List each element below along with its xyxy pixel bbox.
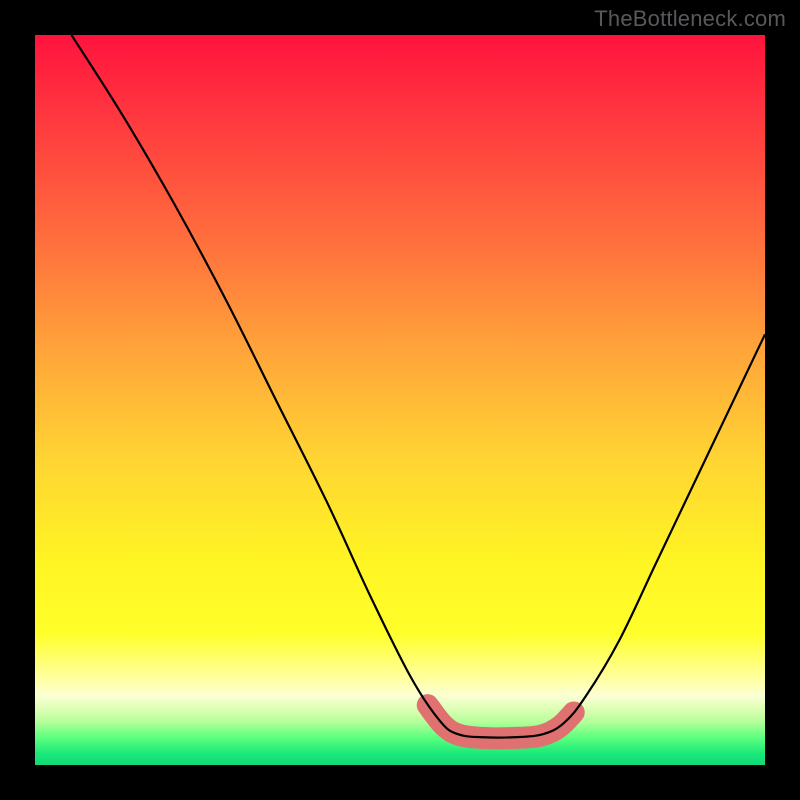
watermark-text: TheBottleneck.com (594, 6, 786, 32)
chart-canvas: TheBottleneck.com (0, 0, 800, 800)
plot-area (35, 35, 765, 765)
chart-svg (35, 35, 765, 765)
